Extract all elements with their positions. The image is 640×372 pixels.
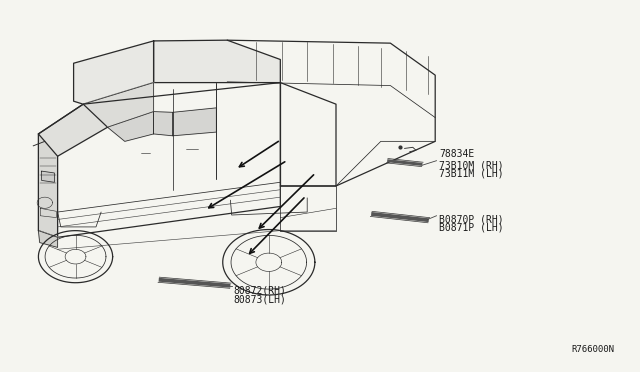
Text: R766000N: R766000N: [572, 345, 614, 354]
Text: 80872(RH): 80872(RH): [234, 286, 287, 296]
Text: B0871P (LH): B0871P (LH): [439, 223, 504, 232]
Polygon shape: [74, 41, 154, 104]
Text: 73B11M (LH): 73B11M (LH): [439, 169, 504, 179]
Text: 78834E: 78834E: [439, 150, 474, 159]
Polygon shape: [83, 83, 154, 127]
Polygon shape: [154, 112, 173, 136]
Polygon shape: [38, 231, 58, 247]
Polygon shape: [173, 108, 216, 136]
Text: B0870P (RH): B0870P (RH): [439, 215, 504, 224]
Polygon shape: [42, 171, 54, 182]
Text: 73B10M (RH): 73B10M (RH): [439, 161, 504, 170]
Text: 80873(LH): 80873(LH): [234, 294, 287, 304]
Polygon shape: [38, 134, 58, 237]
Polygon shape: [154, 40, 280, 83]
Polygon shape: [38, 104, 108, 156]
Polygon shape: [108, 112, 154, 141]
